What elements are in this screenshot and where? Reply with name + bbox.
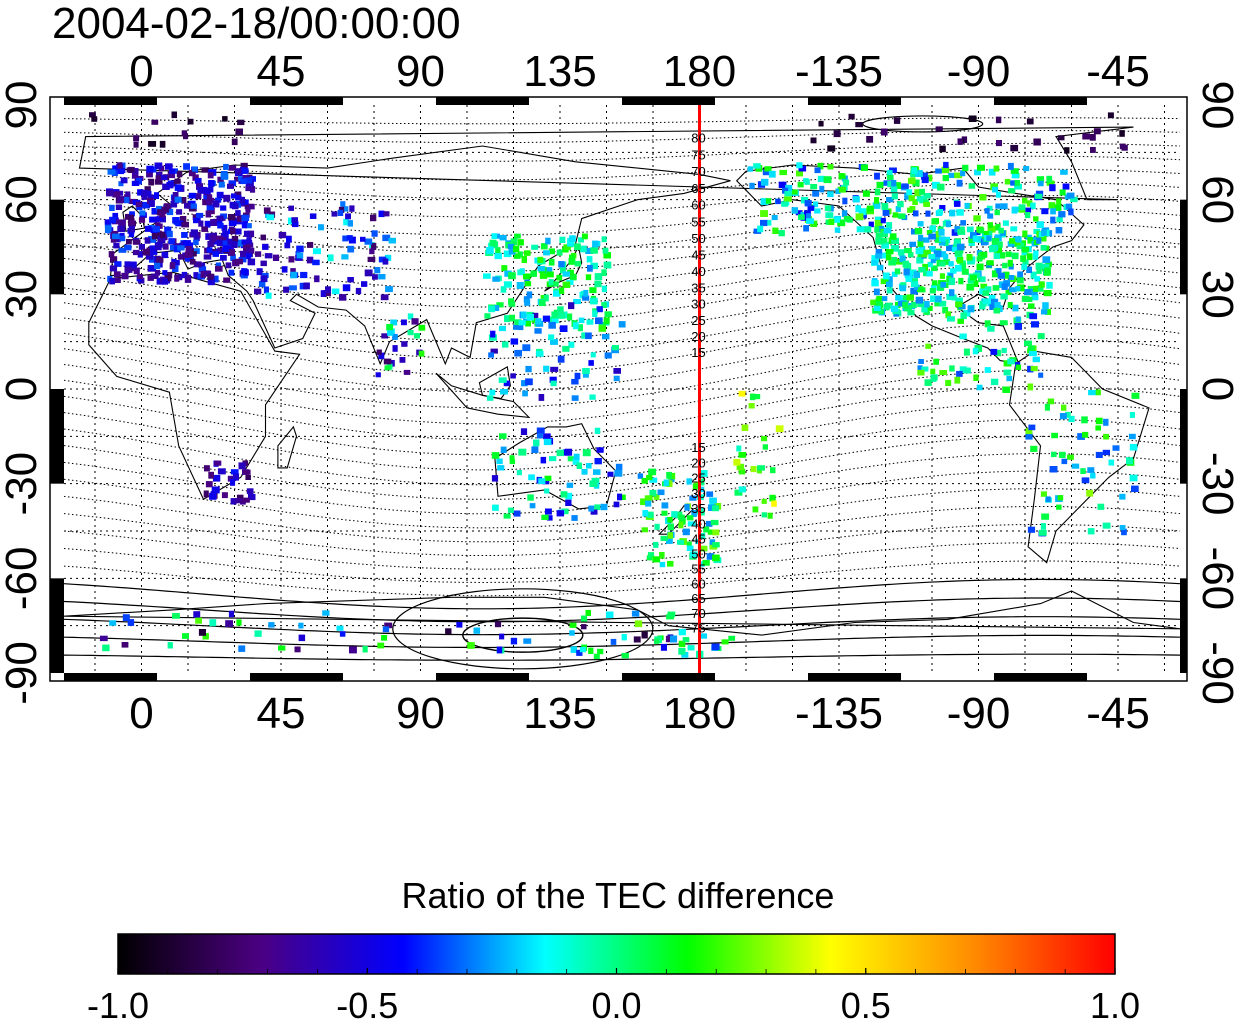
contour-label: 35 xyxy=(691,501,705,516)
colorbar-tick-label: -1.0 xyxy=(87,985,149,1024)
left-lat-label: -30 xyxy=(0,452,46,516)
left-lat-label: 90 xyxy=(0,81,46,130)
contour-label: 55 xyxy=(691,214,705,229)
coastlines xyxy=(64,126,1180,636)
contour-label: 50 xyxy=(691,231,705,246)
contour-label: 70 xyxy=(691,164,705,179)
bottom-lon-label: -135 xyxy=(795,689,883,738)
left-lat-label: 30 xyxy=(0,270,46,319)
bottom-lon-label: 45 xyxy=(257,689,306,738)
right-lat-label: -90 xyxy=(1193,641,1240,705)
contour-label: 20 xyxy=(691,455,705,470)
contour-label: 50 xyxy=(691,546,705,561)
contour-label: 55 xyxy=(691,561,705,576)
top-lon-label: 90 xyxy=(396,47,445,96)
colorbar-title: Ratio of the TEC difference xyxy=(402,875,835,916)
contour-label: 15 xyxy=(691,345,705,360)
contour-label: 30 xyxy=(691,297,705,312)
right-lat-label: 30 xyxy=(1193,270,1240,319)
contour-labels: 8075706560555045403530252015152025303540… xyxy=(691,131,705,636)
contour-label: 15 xyxy=(691,440,705,455)
timestamp-title: 2004-02-18/00:00:00 xyxy=(52,0,461,48)
map-frame xyxy=(49,96,1188,682)
contour-label: 45 xyxy=(691,531,705,546)
colorbar-tick-label: 1.0 xyxy=(1090,985,1140,1024)
colorbar-tick-label: -0.5 xyxy=(336,985,398,1024)
top-lon-label: -135 xyxy=(795,47,883,96)
bottom-axis: 0 45 90 135 180 -135 -90 -45 xyxy=(129,689,1150,738)
contour-label: 65 xyxy=(691,591,705,606)
bottom-lon-label: 180 xyxy=(663,689,736,738)
left-axis: 90 60 30 0 -30 -60 -90 xyxy=(0,81,46,705)
graticule xyxy=(64,105,1180,673)
colorbar-tick-label: 0.5 xyxy=(841,985,891,1024)
top-lon-label: -45 xyxy=(1086,47,1150,96)
top-lon-label: 180 xyxy=(663,47,736,96)
top-lon-label: 45 xyxy=(257,47,306,96)
contour-label: 25 xyxy=(691,313,705,328)
map-area: 8075706560555045403530252015152025303540… xyxy=(64,105,1180,673)
bottom-lon-label: 135 xyxy=(523,689,596,738)
bottom-lon-label: -90 xyxy=(947,689,1011,738)
colorbar-ticks: -1.0 -0.5 0.0 0.5 1.0 xyxy=(87,968,1140,1024)
contour-label: 20 xyxy=(691,329,705,344)
top-lon-label: 135 xyxy=(523,47,596,96)
top-axis: 0 45 90 135 180 -135 -90 -45 xyxy=(129,47,1150,96)
bottom-lon-label: -45 xyxy=(1086,689,1150,738)
right-lat-label: 0 xyxy=(1193,377,1240,401)
colorbar xyxy=(117,933,1116,975)
left-lat-label: 60 xyxy=(0,175,46,224)
bottom-lon-label: 90 xyxy=(396,689,445,738)
right-lat-label: 90 xyxy=(1193,81,1240,130)
contour-label: 60 xyxy=(691,198,705,213)
contour-label: 75 xyxy=(691,621,705,636)
contour-label: 35 xyxy=(691,280,705,295)
right-lat-label: 60 xyxy=(1193,175,1240,224)
colorbar-tick-label: 0.0 xyxy=(591,985,641,1024)
left-lat-label: -60 xyxy=(0,547,46,611)
contour-label: 65 xyxy=(691,181,705,196)
contour-label: 80 xyxy=(691,131,705,146)
top-lon-label: -90 xyxy=(947,47,1011,96)
contour-label: 40 xyxy=(691,264,705,279)
contour-label: 60 xyxy=(691,576,705,591)
contour-label: 30 xyxy=(691,486,705,501)
right-axis: 90 60 30 0 -30 -60 -90 xyxy=(1193,81,1240,705)
left-lat-label: -90 xyxy=(0,641,46,705)
contour-label: 45 xyxy=(691,247,705,262)
tec-data-cells xyxy=(89,111,1140,659)
right-lat-label: -60 xyxy=(1193,547,1240,611)
contour-label: 70 xyxy=(691,606,705,621)
right-lat-label: -30 xyxy=(1193,452,1240,516)
top-lon-label: 0 xyxy=(129,47,153,96)
contour-label: 40 xyxy=(691,516,705,531)
bottom-lon-label: 0 xyxy=(129,689,153,738)
contour-label: 75 xyxy=(691,147,705,162)
left-lat-label: 0 xyxy=(0,377,46,401)
contour-label: 25 xyxy=(691,471,705,486)
